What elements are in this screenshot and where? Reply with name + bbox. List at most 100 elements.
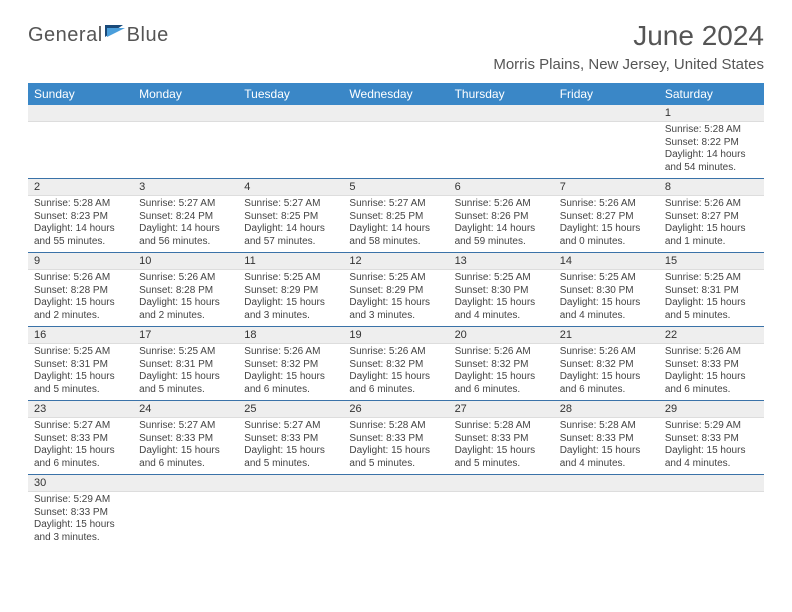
day-daylight1: Daylight: 14 hours: [665, 149, 758, 162]
day-daylight2: and 5 minutes.: [244, 458, 337, 471]
day-info: Sunrise: 5:27 AMSunset: 8:33 PMDaylight:…: [238, 418, 343, 474]
calendar-day-cell: 12Sunrise: 5:25 AMSunset: 8:29 PMDayligh…: [343, 253, 448, 327]
weekday-header: Wednesday: [343, 83, 448, 105]
day-daylight2: and 6 minutes.: [665, 384, 758, 397]
day-daylight1: Daylight: 15 hours: [139, 297, 232, 310]
calendar-day-cell: [343, 475, 448, 549]
day-daylight1: Daylight: 14 hours: [139, 223, 232, 236]
calendar-week-row: 30Sunrise: 5:29 AMSunset: 8:33 PMDayligh…: [28, 475, 764, 549]
day-sunset: Sunset: 8:33 PM: [244, 433, 337, 446]
calendar-day-cell: 28Sunrise: 5:28 AMSunset: 8:33 PMDayligh…: [554, 401, 659, 475]
day-sunrise: Sunrise: 5:29 AM: [665, 420, 758, 433]
day-sunrise: Sunrise: 5:25 AM: [34, 346, 127, 359]
day-daylight1: Daylight: 15 hours: [34, 445, 127, 458]
calendar-week-row: 16Sunrise: 5:25 AMSunset: 8:31 PMDayligh…: [28, 327, 764, 401]
day-number: 24: [133, 401, 238, 418]
day-number: 26: [343, 401, 448, 418]
day-daylight1: Daylight: 15 hours: [349, 297, 442, 310]
day-daylight2: and 4 minutes.: [665, 458, 758, 471]
calendar-day-cell: 1Sunrise: 5:28 AMSunset: 8:22 PMDaylight…: [659, 105, 764, 179]
calendar-day-cell: 29Sunrise: 5:29 AMSunset: 8:33 PMDayligh…: [659, 401, 764, 475]
day-daylight2: and 3 minutes.: [349, 310, 442, 323]
day-number: [659, 475, 764, 492]
day-number: [554, 475, 659, 492]
day-sunset: Sunset: 8:22 PM: [665, 137, 758, 150]
calendar-week-row: 1Sunrise: 5:28 AMSunset: 8:22 PMDaylight…: [28, 105, 764, 179]
day-number: 8: [659, 179, 764, 196]
weekday-header: Tuesday: [238, 83, 343, 105]
day-sunset: Sunset: 8:27 PM: [560, 211, 653, 224]
day-info: Sunrise: 5:27 AMSunset: 8:33 PMDaylight:…: [28, 418, 133, 474]
day-sunrise: Sunrise: 5:26 AM: [455, 198, 548, 211]
day-info: Sunrise: 5:26 AMSunset: 8:28 PMDaylight:…: [28, 270, 133, 326]
day-sunset: Sunset: 8:33 PM: [349, 433, 442, 446]
day-sunset: Sunset: 8:28 PM: [34, 285, 127, 298]
day-sunrise: Sunrise: 5:28 AM: [349, 420, 442, 433]
day-daylight2: and 2 minutes.: [34, 310, 127, 323]
day-sunrise: Sunrise: 5:26 AM: [455, 346, 548, 359]
calendar-day-cell: 22Sunrise: 5:26 AMSunset: 8:33 PMDayligh…: [659, 327, 764, 401]
calendar-day-cell: [659, 475, 764, 549]
day-sunset: Sunset: 8:33 PM: [665, 359, 758, 372]
day-info: Sunrise: 5:28 AMSunset: 8:22 PMDaylight:…: [659, 122, 764, 178]
day-daylight1: Daylight: 15 hours: [455, 371, 548, 384]
calendar-day-cell: [449, 475, 554, 549]
day-number: 30: [28, 475, 133, 492]
day-daylight2: and 56 minutes.: [139, 236, 232, 249]
day-sunset: Sunset: 8:33 PM: [455, 433, 548, 446]
day-daylight1: Daylight: 15 hours: [560, 371, 653, 384]
day-number: 27: [449, 401, 554, 418]
day-daylight2: and 5 minutes.: [665, 310, 758, 323]
calendar-week-row: 2Sunrise: 5:28 AMSunset: 8:23 PMDaylight…: [28, 179, 764, 253]
day-number: 17: [133, 327, 238, 344]
day-number: 11: [238, 253, 343, 270]
flag-icon: [105, 23, 127, 44]
day-daylight2: and 5 minutes.: [139, 384, 232, 397]
day-sunset: Sunset: 8:30 PM: [560, 285, 653, 298]
day-info: Sunrise: 5:28 AMSunset: 8:33 PMDaylight:…: [554, 418, 659, 474]
day-sunset: Sunset: 8:32 PM: [244, 359, 337, 372]
day-number: 20: [449, 327, 554, 344]
day-sunrise: Sunrise: 5:26 AM: [665, 346, 758, 359]
day-number: 12: [343, 253, 448, 270]
day-sunset: Sunset: 8:23 PM: [34, 211, 127, 224]
day-daylight2: and 2 minutes.: [139, 310, 232, 323]
day-sunrise: Sunrise: 5:25 AM: [455, 272, 548, 285]
day-daylight2: and 54 minutes.: [665, 162, 758, 175]
calendar-week-row: 9Sunrise: 5:26 AMSunset: 8:28 PMDaylight…: [28, 253, 764, 327]
calendar-day-cell: 10Sunrise: 5:26 AMSunset: 8:28 PMDayligh…: [133, 253, 238, 327]
day-number: [554, 105, 659, 122]
day-daylight2: and 1 minute.: [665, 236, 758, 249]
day-number: 16: [28, 327, 133, 344]
day-daylight2: and 3 minutes.: [34, 532, 127, 545]
day-daylight2: and 6 minutes.: [455, 384, 548, 397]
calendar-day-cell: 30Sunrise: 5:29 AMSunset: 8:33 PMDayligh…: [28, 475, 133, 549]
calendar-day-cell: 24Sunrise: 5:27 AMSunset: 8:33 PMDayligh…: [133, 401, 238, 475]
day-daylight2: and 5 minutes.: [349, 458, 442, 471]
day-number: 22: [659, 327, 764, 344]
weekday-header-row: Sunday Monday Tuesday Wednesday Thursday…: [28, 83, 764, 105]
day-daylight1: Daylight: 15 hours: [665, 445, 758, 458]
day-daylight2: and 59 minutes.: [455, 236, 548, 249]
calendar-day-cell: [133, 475, 238, 549]
day-sunrise: Sunrise: 5:25 AM: [665, 272, 758, 285]
calendar-day-cell: 18Sunrise: 5:26 AMSunset: 8:32 PMDayligh…: [238, 327, 343, 401]
day-info: Sunrise: 5:25 AMSunset: 8:29 PMDaylight:…: [238, 270, 343, 326]
day-info: Sunrise: 5:29 AMSunset: 8:33 PMDaylight:…: [659, 418, 764, 474]
calendar-day-cell: 19Sunrise: 5:26 AMSunset: 8:32 PMDayligh…: [343, 327, 448, 401]
calendar-day-cell: [238, 475, 343, 549]
day-number: [238, 105, 343, 122]
day-info: Sunrise: 5:29 AMSunset: 8:33 PMDaylight:…: [28, 492, 133, 548]
day-daylight1: Daylight: 14 hours: [34, 223, 127, 236]
day-number: 9: [28, 253, 133, 270]
day-sunset: Sunset: 8:31 PM: [665, 285, 758, 298]
day-sunrise: Sunrise: 5:25 AM: [244, 272, 337, 285]
day-number: 3: [133, 179, 238, 196]
calendar-day-cell: 14Sunrise: 5:25 AMSunset: 8:30 PMDayligh…: [554, 253, 659, 327]
day-daylight1: Daylight: 15 hours: [455, 297, 548, 310]
day-sunset: Sunset: 8:26 PM: [455, 211, 548, 224]
day-daylight2: and 6 minutes.: [244, 384, 337, 397]
day-sunset: Sunset: 8:32 PM: [455, 359, 548, 372]
day-daylight1: Daylight: 15 hours: [665, 297, 758, 310]
calendar-day-cell: 15Sunrise: 5:25 AMSunset: 8:31 PMDayligh…: [659, 253, 764, 327]
